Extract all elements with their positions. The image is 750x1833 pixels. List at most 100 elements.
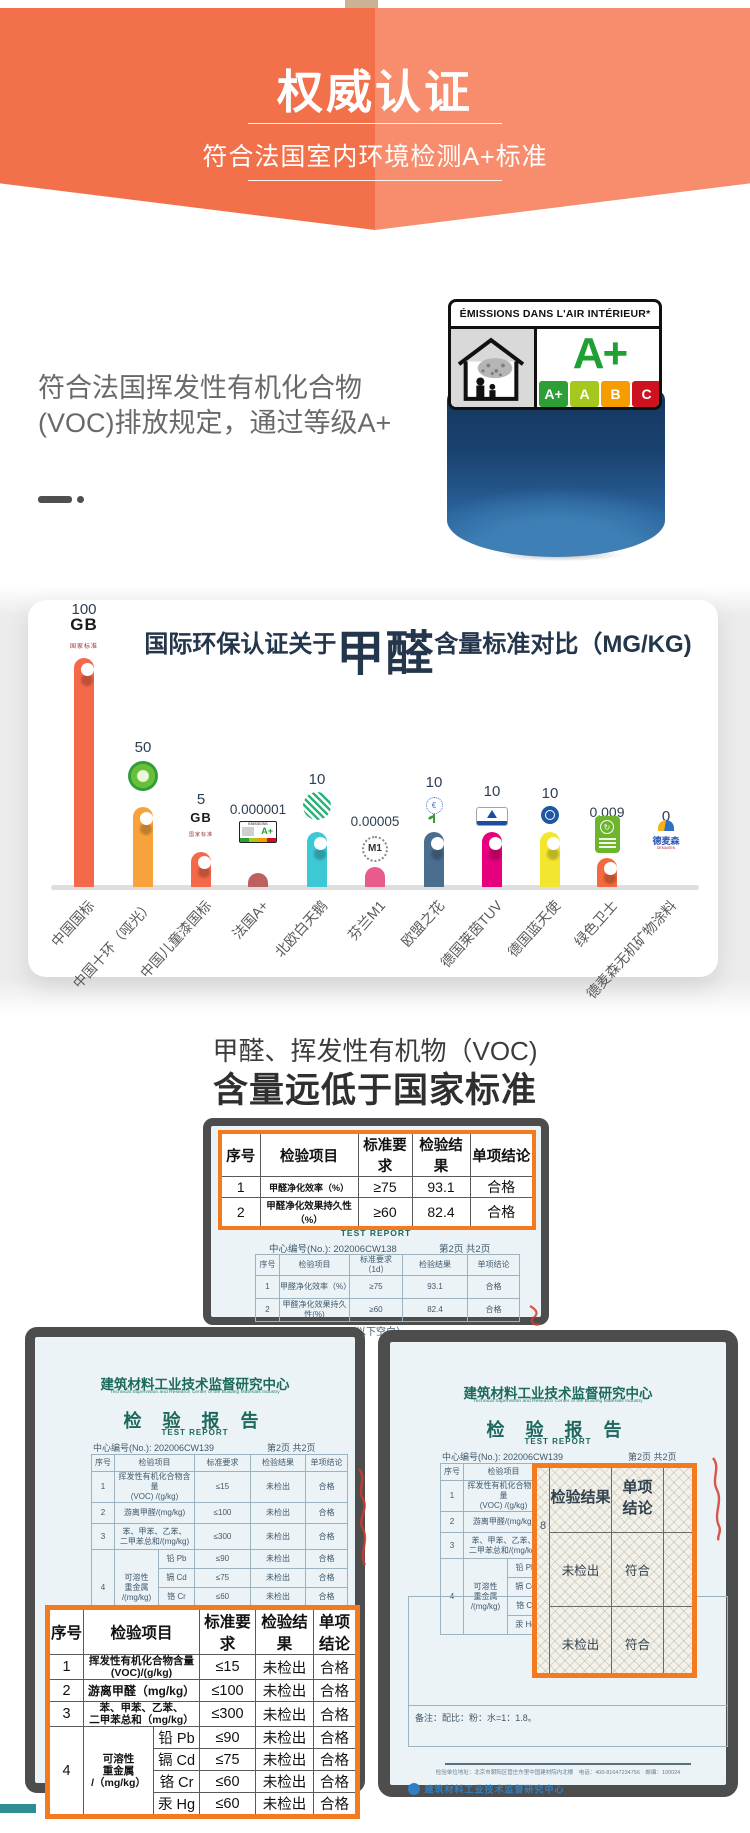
report-number: 中心编号(No.): 202006CW138 <box>269 1244 397 1255</box>
bar-dot <box>139 812 153 825</box>
org-name-en: Technical Supervision and Research Cente… <box>473 1398 643 1404</box>
baseline-segment <box>517 885 583 890</box>
bar-dot-shadow <box>489 848 501 860</box>
chart-bar-group: 0.000001 ÉMISSIONS A+ 法国A+ <box>225 600 291 977</box>
report-subtitle: TEST REPORT <box>524 1437 592 1446</box>
bar-dot <box>546 837 560 850</box>
bar-dot-shadow <box>314 848 326 860</box>
scanned-items-table: 序号 检验项目 标准要求 检验结果 单项结论 1 挥发性有机化合物含量 (VOC… <box>91 1454 348 1626</box>
bar-value: 5 <box>196 791 206 808</box>
nordic-swan-icon <box>284 792 350 825</box>
report-number: 中心编号(No.): 202006CW139 <box>442 1452 564 1462</box>
banner-divider-bottom <box>248 180 502 181</box>
chart-title-keyword: 甲醛 <box>336 628 435 681</box>
banner-divider-top <box>248 123 502 124</box>
chart-bar-group: 5 GB 国家标准 中国儿童漆国标 <box>137 600 234 981</box>
baseline-segment <box>225 885 291 890</box>
chart-title-suffix: 含量标准对比（MG/KG) <box>434 631 692 658</box>
report-page: 第2页 共2页 <box>628 1452 677 1462</box>
grade-chip-a-plus: A+ <box>539 381 568 407</box>
bar-value: 10 <box>541 785 559 802</box>
grade-chip-c: C <box>632 381 659 407</box>
baseline-segment <box>342 885 408 890</box>
bar <box>248 873 268 887</box>
page-subtitle: 符合法国室内环境检测A+标准 <box>202 143 548 171</box>
org-name: 建筑材料工业技术监督研究中心 <box>100 1377 290 1392</box>
footer-divider <box>445 1763 691 1765</box>
highlight-result-table: 序号 检验项目 标准要求 检验结果 单项结论 1 甲醛净化效率（%） ≥75 9… <box>218 1130 536 1230</box>
chart-bar-group: 10 € 欧盟之花 <box>398 600 467 977</box>
big-result-table: 序号 检验项目 标准要求 检验结果 单项结论 1 挥发性有机化合物含量 (VOC… <box>45 1605 361 1820</box>
house-emission-icon <box>451 329 537 407</box>
bar-value: 0 <box>661 808 671 825</box>
red-stamp-mark <box>529 1305 541 1326</box>
top-image-fragment <box>345 0 378 8</box>
baseline-segment <box>633 885 699 890</box>
overlay-table: 检验结果 单项 结论 检 未检出 符合 GB 1 附 未检出 符合 GB 1 <box>549 1468 692 1673</box>
bar-value: 0.00005 <box>350 814 400 829</box>
baseline-segment <box>168 885 234 890</box>
section2-heading-line2: 含量远低于国家标准 <box>212 1071 537 1110</box>
french-emission-label: ÉMISSIONS DANS L'AIR INTÉRIEUR* A+ A+ A <box>448 299 662 410</box>
chart-bar-group: 0.00005 M1 芬兰M1 <box>342 600 408 977</box>
bar-dot-shadow <box>604 872 616 884</box>
bar-dot <box>488 837 502 850</box>
report-page: 第2页 共2页 <box>439 1244 491 1255</box>
chart-title-prefix: 国际环保认证关于 <box>144 631 337 658</box>
chart-title: 国际环保认证关于甲醛含量标准对比（MG/KG) <box>128 614 708 684</box>
footer-org-name: 建筑材料工业技术监督研究中心 <box>424 1784 565 1795</box>
baseline-segment <box>51 885 117 890</box>
remark-text: 备注：配比：粉：水=1：1.8。 <box>415 1713 537 1723</box>
french-aplus-mini-icon: ÉMISSIONS A+ <box>225 821 291 843</box>
greenguard-icon: ↻ <box>574 816 640 858</box>
bar <box>74 658 94 887</box>
remark-box: 备注：配比：粉：水=1：1.8。 <box>408 1705 728 1747</box>
baseline-segment <box>284 885 350 890</box>
footer-org-logo-row: 建筑材料工业技术监督研究中心 <box>408 1780 564 1798</box>
blue-angel-icon <box>517 806 583 829</box>
bar-value: 10 <box>308 771 326 788</box>
bar-value: 10 <box>483 783 501 800</box>
grade-chip-a: A <box>570 381 599 407</box>
baseline-segment <box>401 885 467 890</box>
magnified-result-overlay: 8 检验结果 单项 结论 检 未检出 符合 GB 1 附 未检出 符合 GB 1 <box>532 1463 697 1678</box>
chart-bar-group: 10 德国蓝天使 <box>505 600 583 977</box>
grade-scale: A+ A B C <box>539 381 659 407</box>
bar-value: 0.000001 <box>229 802 287 817</box>
dash-decoration <box>38 496 72 503</box>
m1-icon: M1 <box>342 836 408 862</box>
intro-text-line2: (VOC)排放规定，通过等级A+ <box>38 408 392 438</box>
chart-bar-group: 100 GB 国家标准 中国国标 <box>48 600 117 977</box>
banner: 权威认证 符合法国室内环境检测A+标准 <box>0 8 750 230</box>
report-subtitle: TEST REPORT <box>340 1228 412 1238</box>
red-stamp-mark <box>711 1457 722 1541</box>
grade-chip-b: B <box>601 381 630 407</box>
overlay-corner-char: 8 <box>540 1520 547 1532</box>
bar-dot-shadow <box>547 848 559 860</box>
report-page: 第2页 共2页 <box>267 1443 316 1453</box>
bar <box>133 807 153 887</box>
baseline-segment <box>459 885 525 890</box>
bar <box>365 867 385 887</box>
footer-address: 检验单位地址：北京市朝阳区管庄东里中国建材院内北楼 电话：400-8164723… <box>435 1770 681 1776</box>
blank-below-note: （以下空白） <box>346 1327 406 1338</box>
scanned-result-table: 序号 检验项目 标准要求 （1d） 检验结果 单项结论 1 甲醛净化效率（%） … <box>255 1254 520 1322</box>
tuv-icon <box>459 807 525 826</box>
chart-bar-group: 0 德麦森 DEMAISEN 德麦森无机矿物涂料 <box>583 600 699 1002</box>
report-subtitle: TEST REPORT <box>161 1428 229 1437</box>
org-logo-icon <box>408 1782 420 1795</box>
bottom-section-fragment <box>0 1804 36 1813</box>
report-number: 中心编号(No.): 202006CW139 <box>93 1443 215 1453</box>
bar-dot-shadow <box>140 823 152 835</box>
gb-icon: GB 国家标准 <box>69 615 98 650</box>
section2-heading-line1: 甲醛、挥发性有机物（VOC) <box>212 1036 538 1066</box>
baseline-segment <box>110 885 176 890</box>
bar-dot-shadow <box>431 848 443 860</box>
ten-ring-icon <box>110 761 176 796</box>
red-stamp-mark <box>357 1468 367 1566</box>
page-title: 权威认证 <box>277 66 473 118</box>
chart-bar-group: 10 德国莱茵TUV <box>437 600 525 977</box>
baseline-segment <box>574 885 640 890</box>
paint-bucket <box>447 390 665 557</box>
